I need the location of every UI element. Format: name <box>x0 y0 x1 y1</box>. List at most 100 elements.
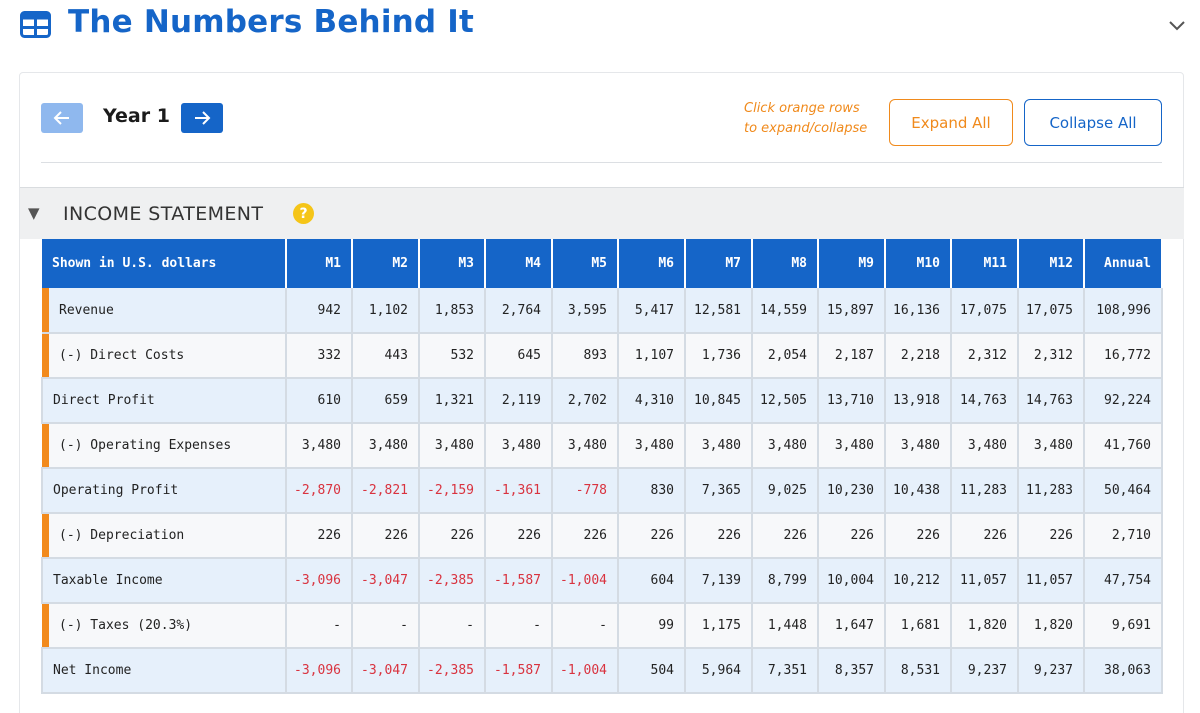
table-cell: 443 <box>352 333 420 379</box>
income-statement-toggle[interactable]: ▼ INCOME STATEMENT ? <box>20 187 1184 239</box>
table-cell: -1,587 <box>485 558 553 604</box>
column-header: M3 <box>419 239 486 288</box>
table-cell: -2,159 <box>419 468 486 514</box>
table-cell: -2,870 <box>286 468 353 514</box>
table-cell: 226 <box>1018 513 1085 559</box>
row-label: (-) Direct Costs <box>42 333 287 379</box>
table-cell: 9,691 <box>1084 603 1163 649</box>
column-header: M10 <box>885 239 952 288</box>
table-cell: -778 <box>552 468 619 514</box>
table-cell: 13,710 <box>818 378 886 424</box>
table-cell: 10,845 <box>685 378 753 424</box>
column-header: M12 <box>1018 239 1085 288</box>
table-cell: 8,531 <box>885 648 952 694</box>
table-cell: 3,480 <box>885 423 952 469</box>
table-cell: -1,587 <box>485 648 553 694</box>
expandable-table-row[interactable]: (-) Operating Expenses 3,480 3,480 3,480 3,4… <box>42 423 1163 469</box>
table-cell: 3,480 <box>419 423 486 469</box>
table-cell: 3,480 <box>685 423 753 469</box>
table-cell: 5,417 <box>618 288 686 334</box>
table-cell: 50,464 <box>1084 468 1163 514</box>
question-icon[interactable]: ? <box>293 203 314 224</box>
table-cell: - <box>286 603 353 649</box>
table-row: Direct Profit 610 659 1,321 2,119 2,702 4,310 1… <box>41 378 1163 424</box>
table-cell: 9,025 <box>752 468 819 514</box>
table-cell: 4,310 <box>618 378 686 424</box>
table-cell: 14,559 <box>752 288 819 334</box>
hint-line-2: to expand/collapse <box>744 121 868 136</box>
table-cell: 11,283 <box>951 468 1019 514</box>
column-header: M2 <box>352 239 420 288</box>
table-grid-icon <box>20 11 51 38</box>
year-label: Year 1 <box>103 105 170 127</box>
table-cell: 226 <box>685 513 753 559</box>
table-cell: 11,057 <box>951 558 1019 604</box>
income-statement-table: Shown in U.S. dollars M1 M2 M3 M4 M5 M6 M7 M8 M9 M… <box>41 239 1163 694</box>
table-cell: - <box>485 603 553 649</box>
table-cell: 7,365 <box>685 468 753 514</box>
table-cell: 7,351 <box>752 648 819 694</box>
table-cell: 8,357 <box>818 648 886 694</box>
expand-all-button[interactable]: Expand All <box>889 99 1013 146</box>
page-title: The Numbers Behind It <box>68 4 475 40</box>
previous-year-button[interactable] <box>41 103 83 133</box>
table-cell: 14,763 <box>951 378 1019 424</box>
table-cell: - <box>352 603 420 649</box>
table-cell: 226 <box>552 513 619 559</box>
table-cell: -2,385 <box>419 648 486 694</box>
table-cell: 15,897 <box>818 288 886 334</box>
expandable-table-row[interactable]: (-) Direct Costs 332 443 532 645 893 1,107 1,73… <box>42 333 1163 379</box>
table-cell: 645 <box>485 333 553 379</box>
table-cell: 942 <box>286 288 353 334</box>
expandable-table-row[interactable]: (-) Taxes (20.3%) - - - - -99 1,175 1,448 1,647 1… <box>42 603 1163 649</box>
table-cell: 92,224 <box>1084 378 1163 424</box>
table-cell: 2,312 <box>1018 333 1085 379</box>
table-cell: 8,799 <box>752 558 819 604</box>
table-cell: 226 <box>352 513 420 559</box>
table-cell: -2,385 <box>419 558 486 604</box>
column-header: M7 <box>685 239 753 288</box>
table-cell: - <box>419 603 486 649</box>
table-cell: 659 <box>352 378 420 424</box>
table-cell: 3,480 <box>352 423 420 469</box>
table-cell: 9,237 <box>951 648 1019 694</box>
table-cell: 226 <box>885 513 952 559</box>
next-year-button[interactable] <box>181 103 223 133</box>
table-cell: -3,096 <box>286 558 353 604</box>
table-cell: 2,054 <box>752 333 819 379</box>
chevron-down-icon[interactable] <box>1166 17 1188 33</box>
table-cell: 14,763 <box>1018 378 1085 424</box>
table-cell: 12,505 <box>752 378 819 424</box>
table-cell: 99 <box>618 603 686 649</box>
collapse-all-button[interactable]: Collapse All <box>1024 99 1162 146</box>
column-header: M4 <box>485 239 553 288</box>
table-cell: 11,057 <box>1018 558 1085 604</box>
row-label: Taxable Income <box>41 558 287 604</box>
table-cell: 3,595 <box>552 288 619 334</box>
table-cell: 3,480 <box>485 423 553 469</box>
table-cell: -1,004 <box>552 648 619 694</box>
column-header: M5 <box>552 239 619 288</box>
row-label: (-) Operating Expenses <box>42 423 287 469</box>
table-cell: 2,119 <box>485 378 553 424</box>
expandable-table-row[interactable]: Revenue 942 1,102 1,853 2,764 3,595 5,417 12,58… <box>42 288 1163 334</box>
table-cell: 3,480 <box>552 423 619 469</box>
table-cell: 2,187 <box>818 333 886 379</box>
expand-hint: Click orange rows to expand/collapse <box>744 99 884 139</box>
expandable-table-row[interactable]: (-) Depreciation 226 226 226 226 226 226 226 226… <box>42 513 1163 559</box>
table-cell: 10,004 <box>818 558 886 604</box>
arrow-right-icon <box>195 111 211 125</box>
table-cell: 13,918 <box>885 378 952 424</box>
column-header: Annual <box>1084 239 1163 288</box>
table-row: Operating Profit -2,870 -2,821 -2,159 -1,361… <box>41 468 1163 514</box>
table-cell: -2,821 <box>352 468 420 514</box>
table-cell: 11,283 <box>1018 468 1085 514</box>
table-cell: -1,361 <box>485 468 553 514</box>
column-header: M1 <box>286 239 353 288</box>
table-cell: 1,321 <box>419 378 486 424</box>
column-header: M11 <box>951 239 1019 288</box>
row-label: Operating Profit <box>41 468 287 514</box>
table-cell: 10,230 <box>818 468 886 514</box>
table-cell: 226 <box>286 513 353 559</box>
table-cell: 47,754 <box>1084 558 1163 604</box>
